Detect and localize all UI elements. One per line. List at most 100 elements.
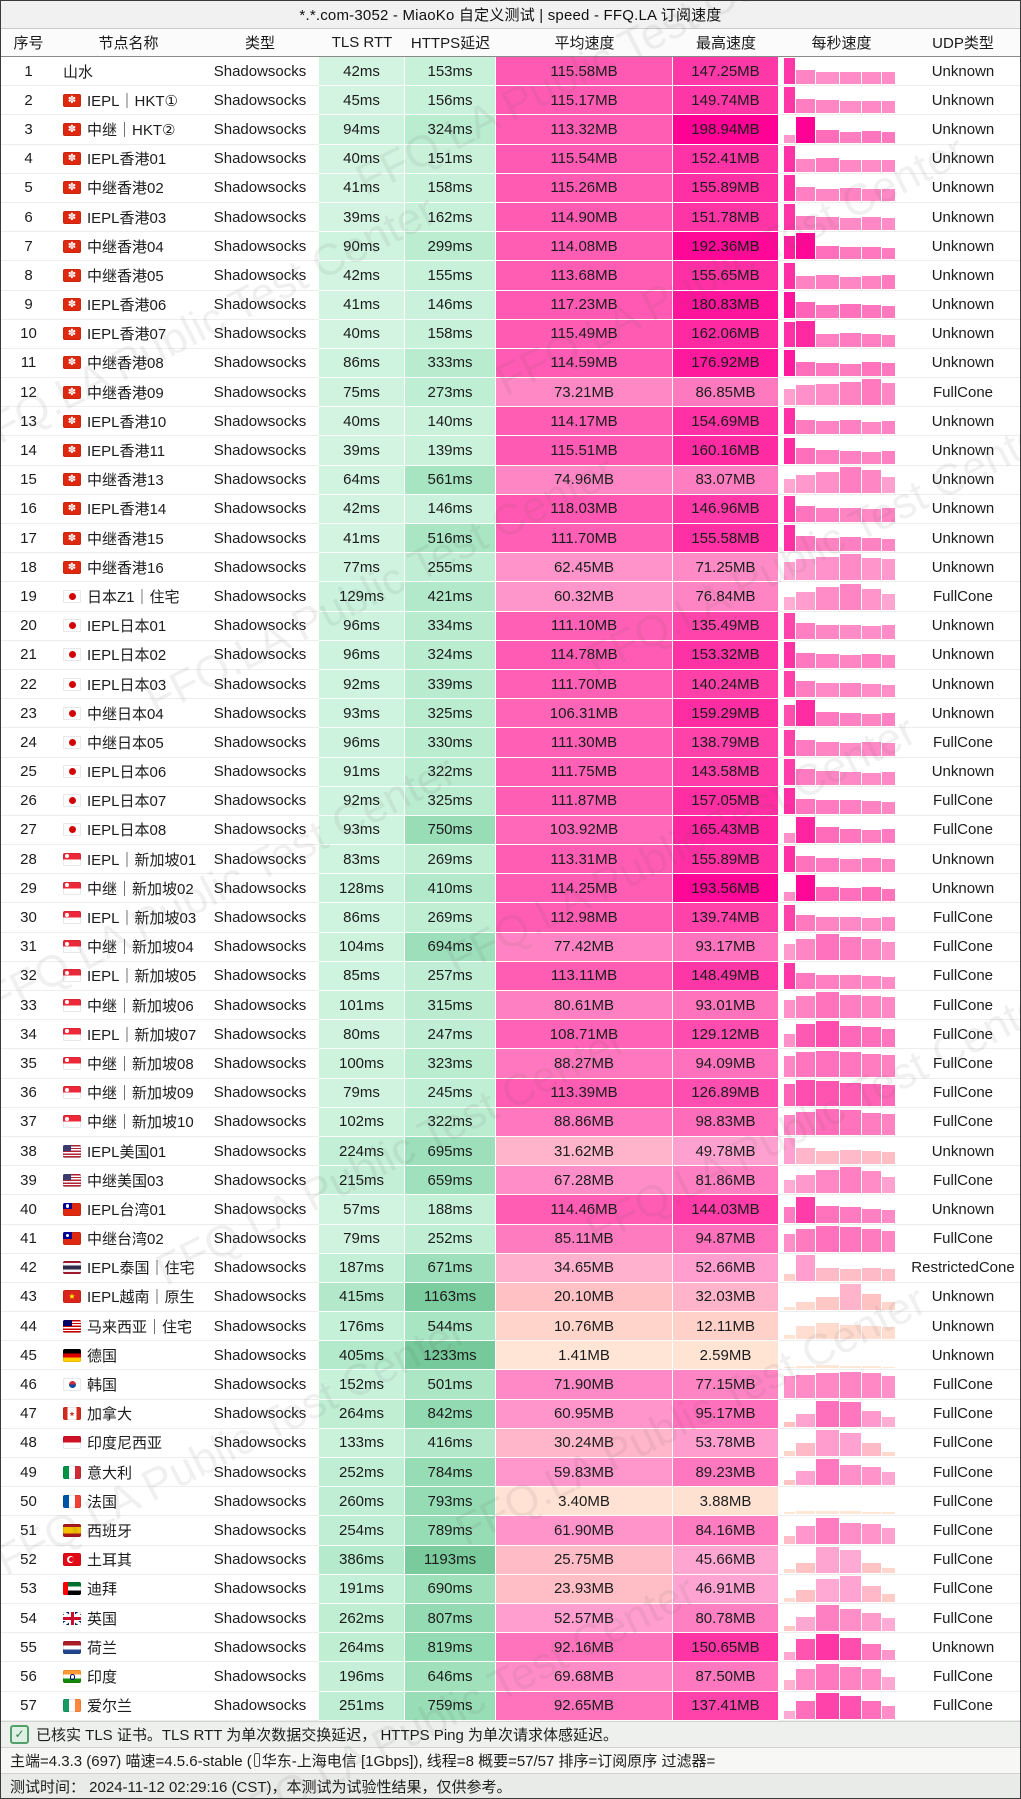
avg-speed-cell: 114.46MB [496, 1195, 673, 1225]
sparkline-bar [784, 1083, 795, 1106]
sparkline-bar [862, 1523, 881, 1544]
sparkline-bar [816, 1605, 839, 1632]
avg-speed-cell: 114.90MB [496, 202, 673, 233]
row-index: 6 [1, 203, 56, 233]
node-name: 中继香港08 [87, 355, 164, 373]
table-row: 14 IEPL香港11 Shadowsocks39ms139ms115.51MB16… [1, 436, 1020, 466]
sg-flag-icon [63, 1056, 81, 1070]
sparkline-bar [796, 652, 815, 668]
row-index: 8 [1, 261, 56, 291]
node-name: 中继香港15 [87, 530, 164, 548]
protocol-type: Shadowsocks [201, 524, 319, 554]
tls-rtt-cell: 128ms [319, 874, 405, 904]
max-speed-cell: 193.56MB [673, 874, 779, 904]
node-name: 中继｜新加坡04 [87, 939, 194, 957]
max-speed-cell: 153.32MB [673, 640, 779, 670]
avg-speed-cell: 92.65MB [496, 1691, 673, 1721]
node-name-cell: IEPL香港14 [56, 495, 201, 524]
report-footer: ✓ 已核实 TLS 证书。TLS RTT 为单次数据交换延迟， HTTPS Pi… [1, 1720, 1020, 1798]
sparkline-bar [862, 275, 881, 289]
protocol-type: Shadowsocks [201, 466, 319, 495]
node-name-cell: 中继香港16 [56, 553, 201, 583]
sparkline-bar [882, 941, 895, 960]
sparkline-bar [882, 771, 895, 785]
sparkline-bar [784, 236, 795, 260]
sparkline-bar [784, 1307, 795, 1311]
tls-rtt-cell: 93ms [319, 699, 405, 729]
footer-test-time: 测试时间： 2024-11-12 02:29:16 (CST)，本测试为试验性结… [1, 1772, 1020, 1798]
per-second-speed-sparkline [779, 933, 904, 962]
table-row: 42 IEPL泰国｜住宅 Shadowsocks 187ms 671ms 34.65MB 5… [1, 1253, 1020, 1283]
avg-speed-cell: 103.92MB [496, 815, 673, 846]
sparkline-bar [816, 1372, 839, 1398]
sparkline-bar [840, 888, 861, 902]
sparkline-bar [862, 858, 881, 873]
https-latency-cell: 156ms [405, 86, 496, 116]
tls-rtt-cell: 92ms [319, 669, 405, 700]
sparkline-bar [796, 1079, 815, 1106]
per-second-speed-sparkline [779, 1079, 904, 1108]
tls-rtt-cell: 96ms [319, 611, 405, 641]
sparkline-bar [784, 729, 795, 756]
tls-rtt-cell: 83ms [319, 845, 405, 875]
sparkline-bar [882, 977, 895, 989]
max-speed-cell: 89.23MB [673, 1458, 779, 1488]
avg-speed-cell: 71.90MB [496, 1370, 673, 1400]
per-second-speed-sparkline [779, 787, 904, 816]
sparkline-bar [840, 1511, 861, 1515]
per-second-speed-sparkline [779, 699, 904, 729]
sparkline-bar [784, 1335, 795, 1340]
sparkline-bar [784, 943, 795, 960]
sparkline-bar [840, 1325, 861, 1340]
sparkline-bar [882, 997, 895, 1019]
hk-flag-icon [63, 327, 81, 341]
sparkline-bar [796, 1617, 815, 1632]
sparkline-bar [784, 1535, 795, 1544]
sg-flag-icon [63, 852, 81, 866]
protocol-type: Shadowsocks [201, 145, 319, 174]
tls-rtt-cell: 92ms [319, 786, 405, 816]
per-second-speed-sparkline [779, 524, 904, 554]
node-name-cell: IEPL台湾01 [56, 1195, 201, 1225]
sparkline-bar [784, 437, 795, 464]
protocol-type: Shadowsocks [201, 816, 319, 846]
sparkline-bar [840, 742, 861, 756]
sparkline-bar [784, 892, 795, 902]
sparkline-bar [816, 384, 839, 406]
ie-flag-icon [63, 1699, 81, 1713]
sparkline-bar [882, 801, 895, 814]
sparkline-bar [862, 976, 881, 989]
udp-type-cell: Unknown [904, 612, 1020, 641]
row-index: 46 [1, 1370, 56, 1400]
sparkline-bar [796, 1051, 815, 1077]
sparkline-bar [816, 217, 839, 231]
protocol-type: Shadowsocks [201, 291, 319, 320]
protocol-type: Shadowsocks [201, 495, 319, 524]
footer-tls-note: ✓ 已核实 TLS 证书。TLS RTT 为单次数据交换延迟， HTTPS Pi… [1, 1720, 1020, 1747]
https-latency-cell: 793ms [405, 1487, 496, 1517]
avg-speed-cell: 118.03MB [496, 494, 673, 524]
udp-type-cell: FullCone [904, 378, 1020, 408]
sparkline-bar [796, 938, 815, 960]
sparkline-bar [796, 700, 815, 727]
table-row: 19 日本Z1｜住宅 Shadowsocks 129ms 421ms 60.32MB 76.… [1, 582, 1020, 612]
tls-rtt-cell: 80ms [319, 1020, 405, 1050]
tls-rtt-cell: 90ms [319, 232, 405, 262]
sparkline-bar [862, 1467, 881, 1486]
protocol-type: Shadowsocks [201, 553, 319, 583]
sparkline-bar [816, 992, 839, 1019]
tls-rtt-cell: 96ms [319, 640, 405, 670]
per-second-speed-sparkline [779, 582, 904, 612]
sparkline-bar [816, 557, 839, 581]
sparkline-bar [816, 333, 839, 347]
per-second-speed-sparkline [779, 145, 904, 174]
max-speed-cell: 162.06MB [673, 319, 779, 349]
node-name: IEPL｜HKT① [87, 92, 178, 110]
sparkline-bar [882, 654, 895, 668]
https-latency-cell: 325ms [405, 786, 496, 816]
https-latency-cell: 416ms [405, 1428, 496, 1458]
footer-version-text-post: 华东-上海电信 [1Gbps]), 线程=8 概要=57/57 排序=订阅原序 … [261, 1752, 716, 1770]
udp-type-cell: FullCone [904, 1370, 1020, 1400]
https-latency-cell: 544ms [405, 1312, 496, 1342]
tls-rtt-cell: 41ms [319, 290, 405, 320]
